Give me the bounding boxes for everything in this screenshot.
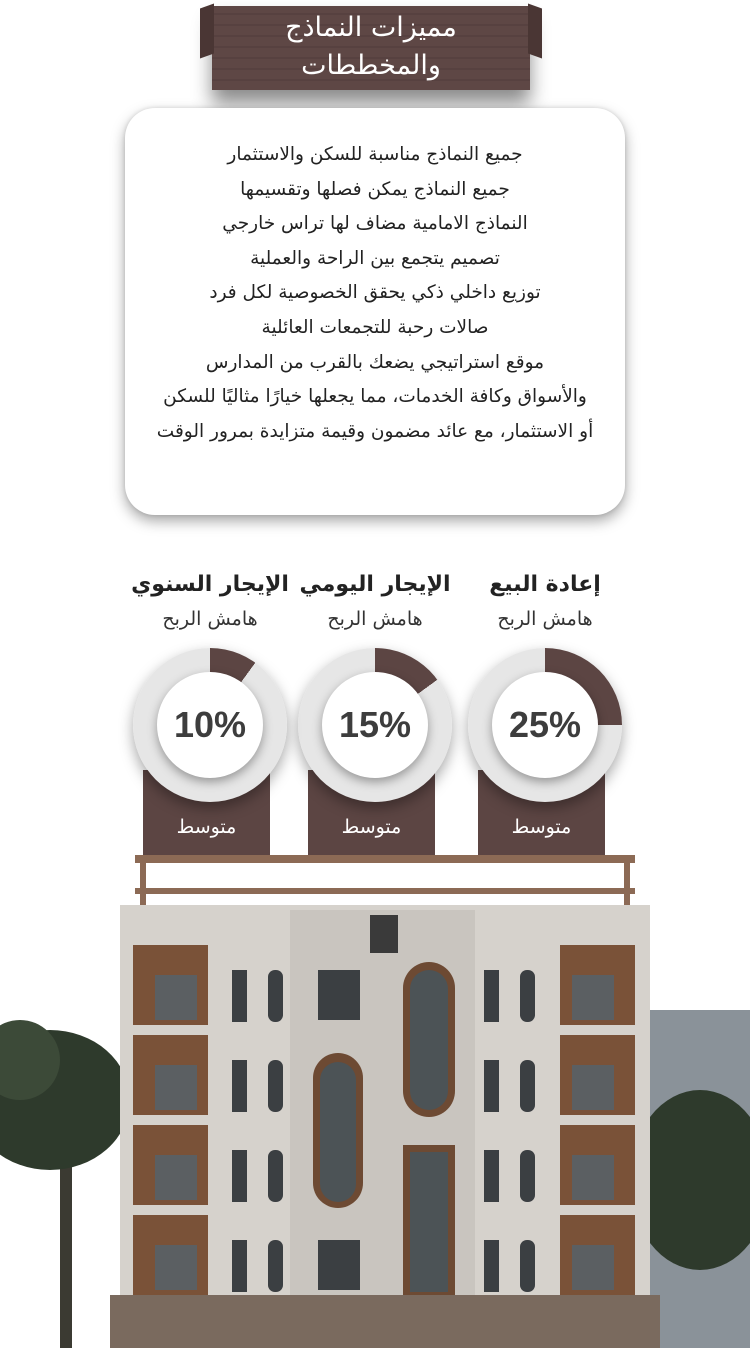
pergola-roof [135,855,635,905]
window [155,1245,197,1290]
window [572,1065,614,1110]
stat-subtitle: هامش الربح [327,608,423,630]
building-illustration [0,855,750,1348]
window [268,1150,283,1202]
window [155,1155,197,1200]
window [268,1240,283,1292]
feature-item: موقع استراتيجي يضعك بالقرب من المدارس [205,351,545,373]
stat-category: الإيجار السنوي [131,572,289,597]
window [232,1150,247,1202]
ground-floor [110,1295,660,1348]
stat-subtitle: هامش الربح [162,608,258,630]
stat-column: إعادة البيع هامش الربح [460,568,630,636]
window [484,1150,499,1202]
feature-item: أو الاستثمار، مع عائد مضمون وقيمة متزايد… [156,420,594,442]
stat-column: الإيجار السنوي هامش الربح [125,568,295,636]
feature-item: توزيع داخلي ذكي يحقق الخصوصية لكل فرد [209,282,541,304]
feature-item: والأسواق وكافة الخدمات، مما يجعلها خيارً… [163,386,587,408]
window [520,1060,535,1112]
window [320,1062,356,1202]
donut-value: 10% [157,672,263,778]
window [484,1240,499,1292]
window [572,1245,614,1290]
donut-chart: 10% [133,648,287,802]
title-line-2: والمخططات [301,50,441,81]
building-right-background [630,1010,750,1348]
window [232,970,247,1022]
window [155,975,197,1020]
title-banner: مميزات النماذج والمخططات [212,6,530,90]
donut-chart: 25% [468,648,622,802]
feature-item: جميع النماذج مناسبة للسكن والاستثمار [227,144,523,165]
stat-category: الإيجار اليومي [299,572,451,597]
donut-value: 25% [492,672,598,778]
window [318,970,360,1020]
window [484,1060,499,1112]
window [232,1240,247,1292]
window [232,1060,247,1112]
average-pillar: متوسط [143,770,270,855]
window [572,975,614,1020]
window [520,1150,535,1202]
window [572,1155,614,1200]
window [268,970,283,1022]
window [520,970,535,1022]
donut-chart: 15% [298,648,452,802]
logo-emblem [370,915,398,953]
windows [133,945,635,1295]
stat-category: إعادة البيع [489,572,601,597]
average-label: متوسط [176,816,237,838]
window [268,1060,283,1112]
average-label: متوسط [341,816,402,838]
average-label: متوسط [511,816,572,838]
feature-item: تصميم يتجمع بين الراحة والعملية [250,247,500,269]
window [410,970,448,1110]
title-line-1: مميزات النماذج [285,12,457,43]
palm-tree-left [0,1020,130,1348]
features-card: جميع النماذج مناسبة للسكن والاستثمار جمي… [125,108,625,515]
window [520,1240,535,1292]
window [155,1065,197,1110]
stat-subtitle: هامش الربح [497,608,593,630]
feature-item: النماذج الامامية مضاف لها تراس خارجي [222,213,528,235]
window [318,1240,360,1290]
feature-item: صالات رحبة للتجمعات العائلية [261,316,489,338]
donut-value: 15% [322,672,428,778]
window [484,970,499,1022]
stat-column: الإيجار اليومي هامش الربح [290,568,460,636]
window [410,1152,448,1292]
feature-item: جميع النماذج يمكن فصلها وتقسيمها [240,178,510,200]
